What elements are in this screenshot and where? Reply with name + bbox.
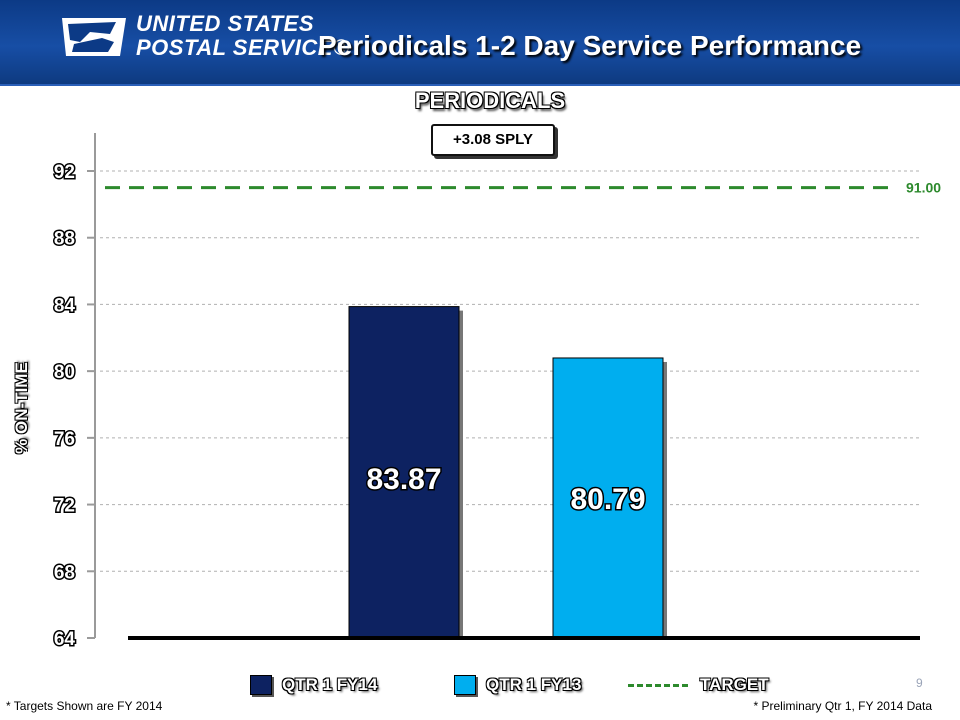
legend-item-target: TARGET [628, 674, 769, 696]
legend-label-fy13: QTR 1 FY13 [486, 675, 582, 694]
sply-annotation: +3.08 SPLY [431, 124, 555, 156]
y-tick-label: 92 [54, 162, 75, 183]
bar-fy14 [348, 306, 460, 639]
usps-logo-text: UNITED STATES POSTAL SERVICE® [136, 12, 350, 60]
y-tick-label: 64 [54, 629, 76, 650]
logo-line-2: POSTAL SERVICE® [136, 35, 350, 60]
y-tick-label: 72 [54, 496, 75, 517]
header-banner: UNITED STATES POSTAL SERVICE® Periodical… [0, 0, 960, 86]
chart-title: PERIODICALS [414, 88, 566, 113]
y-tick-label: 68 [54, 562, 75, 583]
legend-label-fy14: QTR 1 FY14 [282, 675, 378, 694]
target-value-label: 91.00 [906, 180, 941, 196]
bar-value-label: 80.79 [570, 483, 645, 516]
legend-swatch-fy14 [250, 675, 272, 695]
legend-swatch-fy13 [454, 675, 476, 695]
usps-eagle-icon [62, 18, 126, 56]
legend-target-dash [628, 683, 688, 687]
bar-fy13 [552, 357, 664, 639]
legend-label-target: TARGET [700, 675, 769, 694]
logo-line-1: UNITED STATES [136, 11, 315, 36]
page-number: 9 [916, 676, 923, 690]
footnote-targets: * Targets Shown are FY 2014 [6, 699, 163, 713]
slide-title: Periodicals 1-2 Day Service Performance [318, 30, 862, 61]
y-tick-label: 88 [54, 229, 75, 250]
legend-item-fy13: QTR 1 FY13 [454, 674, 581, 696]
y-tick-label: 76 [54, 429, 75, 450]
y-tick-label: 84 [54, 295, 76, 316]
y-tick-label: 80 [54, 362, 75, 383]
footnote-preliminary: * Preliminary Qtr 1, FY 2014 Data [753, 699, 932, 713]
legend-item-fy14: QTR 1 FY14 [250, 674, 377, 696]
bar-value-label: 83.87 [366, 463, 441, 496]
